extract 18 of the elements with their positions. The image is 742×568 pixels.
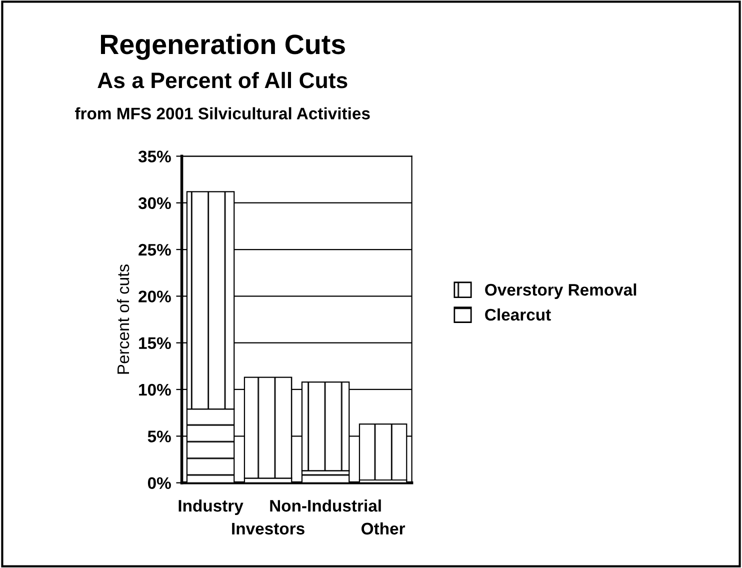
- y-tick-label: 5%: [148, 430, 171, 442]
- y-axis-title: Percent of cuts: [116, 264, 130, 374]
- x-tick-label: Other: [362, 522, 406, 535]
- y-tick-label: 0%: [148, 477, 171, 490]
- y-tick-label: 35%: [138, 150, 171, 162]
- y-tick-label: 15%: [139, 337, 171, 350]
- x-tick-label: Investors: [232, 522, 304, 535]
- y-tick-label: 20%: [138, 290, 171, 302]
- y-tick-label: 10%: [139, 384, 171, 396]
- chart-subtitle: As a Percent of All Cuts: [98, 72, 348, 88]
- y-tick-label: 30%: [138, 197, 171, 210]
- chart-title: Regeneration Cuts: [100, 34, 345, 60]
- legend-label: Overstory Removal: [485, 283, 636, 300]
- x-tick-label: Industry: [178, 499, 244, 516]
- x-tick-label: Non-Industrial: [270, 499, 381, 512]
- text: from MFS 2001 Silvicultural Activities: [75, 107, 370, 120]
- legend-label: Clearcut: [485, 308, 551, 321]
- y-tick-label: 25%: [138, 244, 171, 256]
